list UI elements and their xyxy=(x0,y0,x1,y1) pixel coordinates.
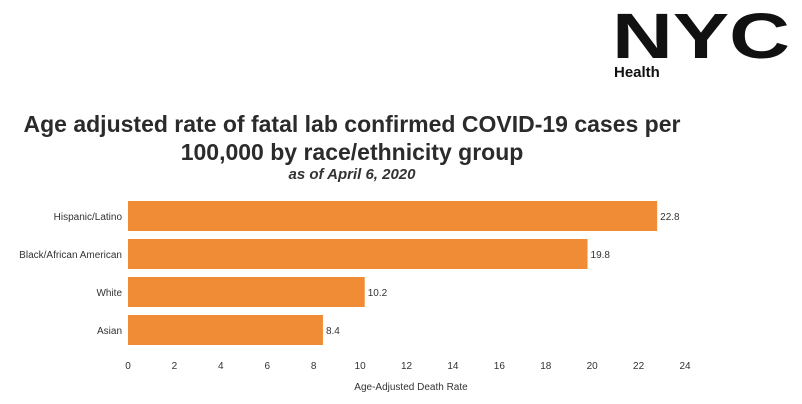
bar xyxy=(128,277,365,307)
x-tick-label: 24 xyxy=(679,361,691,372)
bar xyxy=(128,239,588,269)
x-tick-label: 4 xyxy=(218,361,224,372)
health-label: Health xyxy=(614,64,660,81)
category-label: Black/African American xyxy=(19,250,122,261)
x-tick-label: 16 xyxy=(494,361,506,372)
nyc-health-logo: NYC Health xyxy=(612,6,792,90)
value-label: 8.4 xyxy=(326,326,340,337)
category-label: Hispanic/Latino xyxy=(54,212,123,223)
chart-title: Age adjusted rate of fatal lab confirmed… xyxy=(23,111,681,165)
x-tick-label: 18 xyxy=(540,361,552,372)
value-label: 19.8 xyxy=(591,250,611,261)
x-tick-label: 6 xyxy=(264,361,270,372)
x-tick-label: 2 xyxy=(172,361,178,372)
x-tick-label: 0 xyxy=(125,361,131,372)
bar-chart: Hispanic/Latino 22.8 Black/African America… xyxy=(19,201,691,393)
x-axis-label: Age-Adjusted Death Rate xyxy=(354,382,468,393)
x-tick-label: 12 xyxy=(401,361,413,372)
x-tick-label: 22 xyxy=(633,361,645,372)
x-tick-label: 14 xyxy=(447,361,459,372)
x-tick-label: 20 xyxy=(587,361,599,372)
value-label: 22.8 xyxy=(660,212,680,223)
x-tick-label: 10 xyxy=(355,361,367,372)
chart-subtitle: as of April 6, 2020 xyxy=(288,166,416,183)
category-label: Asian xyxy=(97,326,122,337)
value-label: 10.2 xyxy=(368,288,388,299)
bar xyxy=(128,315,323,345)
nyc-logo-mark: NYC xyxy=(612,6,790,62)
category-label: White xyxy=(96,288,122,299)
bar xyxy=(128,201,658,231)
x-tick-label: 8 xyxy=(311,361,317,372)
nyc-logo-text: NYC xyxy=(612,6,790,62)
